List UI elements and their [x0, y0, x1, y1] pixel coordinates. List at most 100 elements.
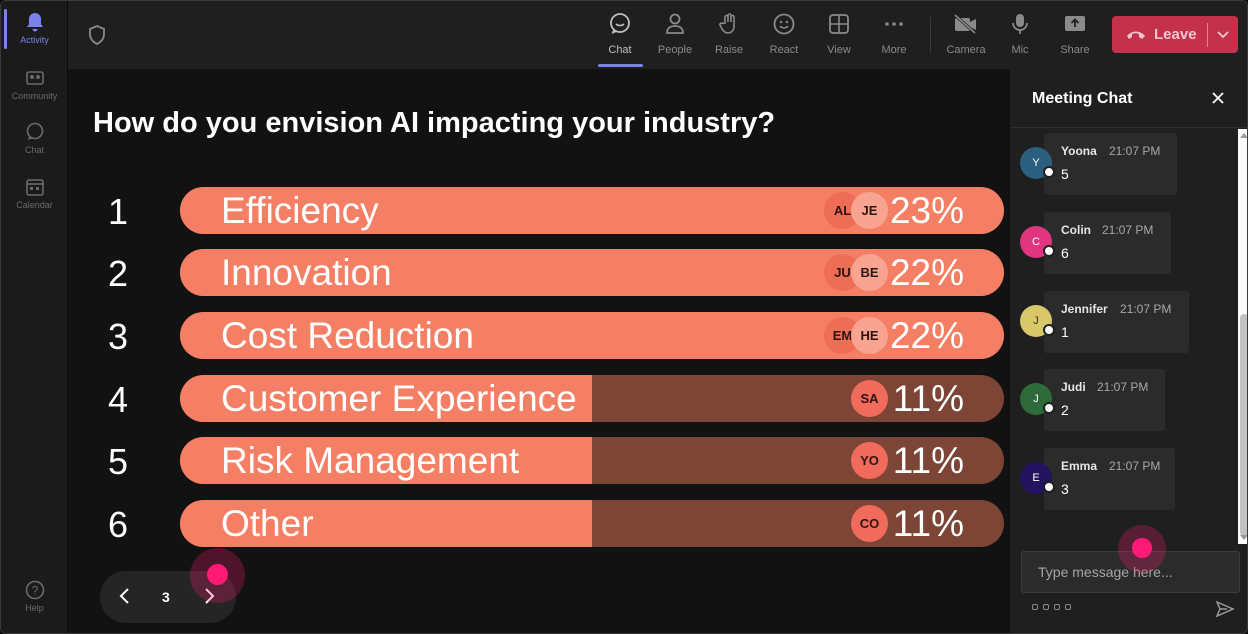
toolbar-label: React	[769, 44, 799, 56]
toolbar-raise-button[interactable]: Raise	[702, 11, 756, 61]
poll-option-label: Efficiency	[221, 190, 379, 231]
shield-icon[interactable]	[88, 25, 106, 50]
voter-avatar: HE	[851, 317, 888, 354]
chat-message: Yoona 21:07 PM 5 Y	[1010, 133, 1236, 198]
poll-option-fill	[180, 375, 592, 422]
help-icon: ?	[24, 579, 46, 601]
poll-option-row: 2 Innovation JU BE 22%	[68, 249, 1009, 297]
toolbar-divider	[930, 17, 931, 53]
emoji-icon[interactable]	[1054, 604, 1060, 610]
rail-label: Chat	[24, 145, 44, 155]
toolbar-more-button[interactable]: More	[867, 11, 921, 61]
poll-option-label: Other	[221, 503, 314, 544]
active-tab-indicator	[598, 64, 643, 67]
format-icon[interactable]	[1032, 604, 1038, 610]
rail-item-community[interactable]: Community	[1, 67, 68, 117]
presence-status-icon	[1043, 245, 1055, 257]
community-icon	[24, 67, 46, 89]
message-time: 21:07 PM	[1102, 223, 1154, 237]
emoji-icon	[771, 11, 797, 37]
grid-icon	[826, 11, 852, 37]
poll-option-row: 1 Efficiency AL JE 23%	[68, 187, 1009, 235]
cursor-dot	[207, 564, 228, 585]
chat-divider	[1010, 127, 1247, 128]
close-icon[interactable]	[1210, 90, 1226, 111]
poll-stage: How do you envision AI impacting your in…	[68, 69, 1009, 633]
poll-option-percent: 11%	[892, 440, 964, 481]
poll-option-rank: 1	[108, 191, 129, 232]
chat-panel-title: Meeting Chat	[1032, 90, 1133, 107]
sender-name: Judi	[1061, 380, 1086, 394]
chevron-down-icon[interactable]	[1208, 30, 1238, 39]
voter-avatar: YO	[851, 442, 888, 479]
poll-question: How do you envision AI impacting your in…	[93, 107, 776, 139]
raise-hand-icon	[716, 11, 742, 37]
chat-message: Judi 21:07 PM 2 J	[1010, 369, 1236, 434]
poll-option-bar: Efficiency AL JE 23%	[180, 187, 1004, 234]
message-bubble: Judi 21:07 PM 2	[1044, 369, 1165, 431]
leave-divider	[1207, 22, 1208, 47]
chat-icon	[607, 11, 633, 37]
more-icon	[881, 11, 907, 37]
chat-input-box[interactable]	[1021, 551, 1240, 593]
toolbar-mic-button[interactable]: Mic	[993, 11, 1047, 61]
toolbar-label: Raise	[714, 44, 744, 56]
chevron-left-icon[interactable]	[118, 586, 132, 611]
poll-option-rank: 6	[108, 504, 129, 545]
rail-item-activity[interactable]: Activity	[1, 11, 68, 61]
share-icon	[1062, 11, 1088, 37]
scroll-thumb[interactable]	[1240, 314, 1247, 536]
poll-option-fill	[180, 437, 592, 484]
toolbar-label: Camera	[946, 44, 986, 56]
toolbar-label: Share	[1060, 44, 1090, 56]
chat-message-input[interactable]	[1022, 552, 1239, 592]
message-text: 2	[1061, 402, 1069, 418]
sender-name: Jennifer	[1061, 302, 1108, 316]
toolbar-share-button[interactable]: Share	[1048, 11, 1102, 61]
leave-button[interactable]: Leave	[1112, 16, 1238, 53]
toolbar-react-button[interactable]: React	[757, 11, 811, 61]
cursor-dot	[1132, 538, 1152, 558]
poll-option-percent: 22%	[889, 315, 964, 356]
mic-icon	[1007, 11, 1033, 37]
toolbar-camera-button[interactable]: Camera	[939, 11, 993, 61]
send-icon[interactable]	[1215, 600, 1235, 623]
poll-option-fill	[180, 500, 592, 547]
poll-option-percent: 11%	[892, 503, 964, 544]
poll-option-label: Risk Management	[221, 440, 520, 481]
attach-icon[interactable]	[1043, 604, 1049, 610]
rail-label: Help	[25, 603, 44, 613]
poll-option-label: Innovation	[221, 252, 392, 293]
chevron-right-icon[interactable]	[202, 586, 216, 611]
gif-icon[interactable]	[1065, 604, 1071, 610]
rail-item-chat[interactable]: Chat	[1, 121, 68, 171]
presence-status-icon	[1043, 481, 1055, 493]
message-time: 21:07 PM	[1097, 380, 1149, 394]
chat-icon	[24, 121, 46, 143]
poll-option-rank: 3	[108, 316, 129, 357]
scroll-down-arrow[interactable]	[1240, 535, 1247, 540]
chat-message: Jennifer 21:07 PM 1 J	[1010, 291, 1236, 356]
toolbar-view-button[interactable]: View	[812, 11, 866, 61]
rail-item-calendar[interactable]: Calendar	[1, 176, 68, 226]
leave-main[interactable]: Leave	[1112, 16, 1207, 53]
toolbar-chat-button[interactable]: Chat	[593, 11, 647, 61]
scroll-up-arrow[interactable]	[1240, 133, 1247, 138]
chat-message: Emma 21:07 PM 3 E	[1010, 448, 1236, 513]
rail-item-help[interactable]: ? Help	[1, 579, 68, 629]
hang-up-icon	[1127, 31, 1145, 39]
avatar[interactable]: E	[1020, 462, 1052, 494]
voter-avatar: JE	[851, 192, 888, 229]
voter-avatar: SA	[851, 380, 888, 417]
voter-avatar: BE	[851, 254, 888, 291]
sender-name: Emma	[1061, 459, 1098, 473]
page-number: 3	[162, 589, 170, 605]
toolbar-people-button[interactable]: People	[648, 11, 702, 61]
poll-option-row: 5 Risk Management YO 11%	[68, 437, 1009, 485]
message-time: 21:07 PM	[1109, 144, 1161, 158]
rail-label: Activity	[20, 35, 49, 45]
chat-scrollbar[interactable]	[1238, 129, 1247, 544]
message-time: 21:07 PM	[1120, 302, 1172, 316]
chat-message: Colin 21:07 PM 6 C	[1010, 212, 1236, 277]
